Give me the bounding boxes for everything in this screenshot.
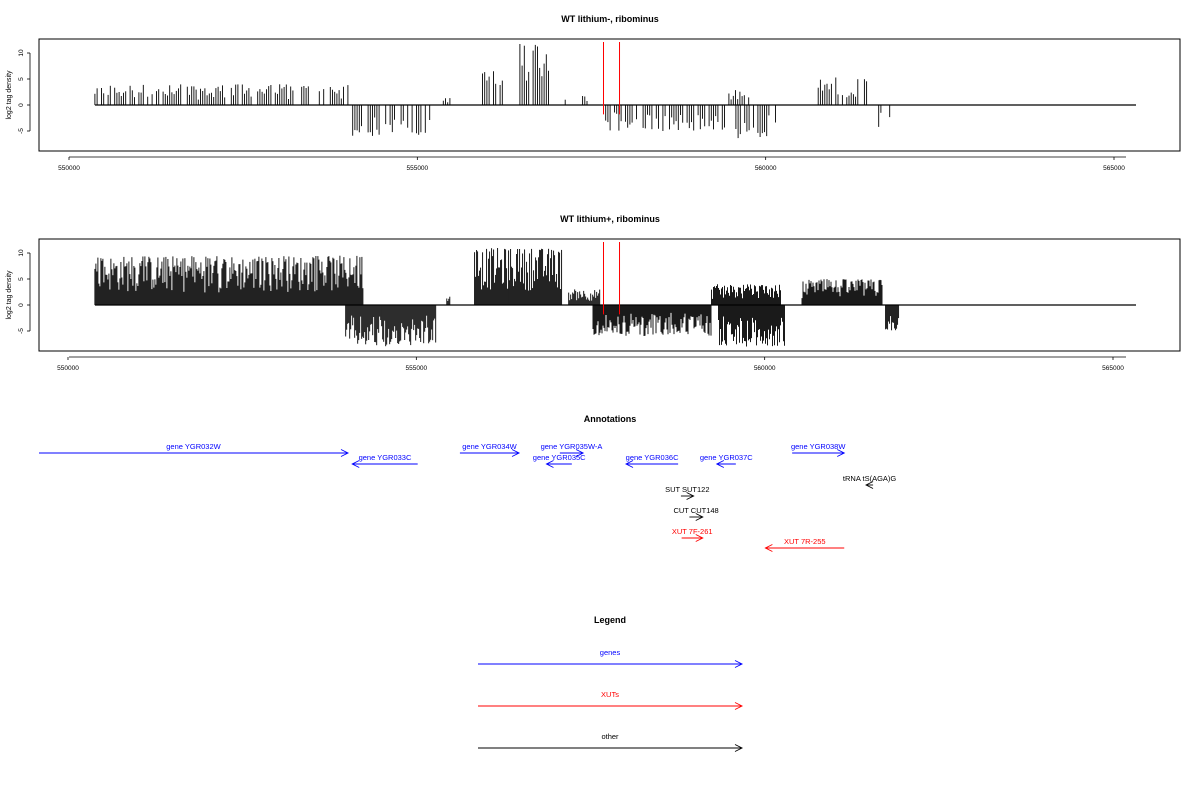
feature-arrow-head	[686, 492, 695, 500]
legend-label: XUTs	[601, 690, 619, 699]
y-tick-label: 10	[18, 249, 25, 257]
annotation-feature: gene YGR033C	[351, 453, 418, 468]
feature-label: gene YGR035C	[533, 453, 586, 462]
x-tick-label: 555000	[406, 165, 428, 172]
annotation-feature: XUT 7R-255	[764, 537, 845, 552]
panel-1-plot-frame	[38, 38, 1181, 152]
x-tick-label: 555000	[405, 365, 427, 372]
y-tick-label: 5	[18, 277, 25, 281]
legend-arrow-head	[734, 702, 744, 710]
feature-arrow-head	[511, 449, 521, 457]
feature-label: SUT SUT122	[665, 485, 709, 494]
panel-2-title: WT lithium+, ribominus	[560, 214, 660, 224]
feature-label: gene YGR038W	[791, 442, 846, 451]
x-tick-label: 560000	[754, 365, 776, 372]
annotation-feature: gene YGR037C	[700, 453, 753, 468]
feature-arrow-head	[351, 460, 360, 468]
feature-label: gene YGR035W-A	[541, 442, 603, 451]
annotation-feature: tRNA tS(AGA)G	[843, 474, 897, 489]
feature-label: tRNA tS(AGA)G	[843, 474, 897, 483]
y-tick-label: 5	[18, 77, 25, 81]
annotation-features: gene YGR032W gene YGR033C gene YGR034W gene…	[39, 442, 896, 552]
annotation-feature: gene YGR035C	[533, 453, 586, 468]
panel-1-axes: -5 0 5 10 550000 555000 560000 565000	[18, 49, 1126, 172]
annotation-feature: SUT SUT122	[665, 485, 710, 500]
annotation-feature: gene YGR038W	[791, 442, 846, 457]
legend-label: other	[601, 732, 619, 741]
annotations-title: Annotations	[584, 414, 637, 424]
track-panel-1: WT lithium-, ribominus log2 tag density …	[6, 14, 1181, 172]
legend-item: genes	[478, 648, 744, 668]
panel-1-title: WT lithium-, ribominus	[561, 14, 659, 24]
annotation-feature: gene YGR032W	[39, 442, 350, 457]
feature-arrow-head	[545, 460, 554, 468]
feature-label: gene YGR032W	[166, 442, 221, 451]
feature-label: gene YGR036C	[626, 453, 679, 462]
feature-label: XUT 7R-255	[784, 537, 826, 546]
legend-arrow-head	[734, 660, 744, 668]
feature-arrow-head	[695, 534, 704, 542]
feature-arrow-head	[837, 449, 846, 457]
x-tick-label: 560000	[755, 165, 777, 172]
feature-arrow-head	[695, 513, 704, 521]
feature-label: gene YGR033C	[359, 453, 412, 462]
feature-arrow-head	[764, 544, 773, 552]
annotation-feature: gene YGR036C	[625, 453, 679, 468]
y-tick-label: 10	[18, 49, 25, 57]
legend-item: other	[478, 732, 744, 752]
y-tick-label: -5	[18, 128, 25, 134]
legend-arrow-head	[734, 744, 744, 752]
x-tick-label: 550000	[57, 365, 79, 372]
annotation-feature: gene YGR035W-A	[541, 442, 603, 457]
annotation-feature: XUT 7F-261	[672, 527, 713, 542]
legend-title: Legend	[594, 615, 626, 625]
panel-1-ylabel: log2 tag density	[6, 70, 13, 120]
annotation-feature: CUT CUT148	[673, 506, 719, 521]
y-tick-label: -5	[18, 328, 25, 334]
feature-label: gene YGR034W	[462, 442, 517, 451]
x-tick-label: 565000	[1102, 365, 1124, 372]
x-tick-label: 565000	[1103, 165, 1125, 172]
feature-label: gene YGR037C	[700, 453, 753, 462]
panel-2-axes: -5 0 5 10 550000 555000 560000 565000	[18, 249, 1126, 372]
feature-arrow-head	[625, 460, 634, 468]
legend-label: genes	[600, 648, 621, 657]
panel-2-ylabel: log2 tag density	[6, 270, 13, 320]
legend-item: XUTs	[478, 690, 744, 710]
x-tick-label: 550000	[58, 165, 80, 172]
feature-label: XUT 7F-261	[672, 527, 713, 536]
feature-arrow-head	[340, 449, 350, 457]
legend-panel: Legend genes XUTs other	[478, 615, 744, 752]
feature-arrow-head	[575, 449, 585, 457]
annotation-feature: gene YGR034W	[459, 442, 521, 457]
feature-label: CUT CUT148	[673, 506, 718, 515]
panel-2-plot-frame	[38, 238, 1181, 352]
panel-2-bars	[94, 242, 1136, 347]
y-tick-label: 0	[18, 103, 25, 107]
panel-1-bars	[94, 42, 1136, 139]
feature-arrow-head	[865, 481, 874, 489]
feature-arrow-head	[715, 460, 725, 468]
y-tick-label: 0	[18, 303, 25, 307]
track-panel-2: WT lithium+, ribominus log2 tag density …	[6, 214, 1181, 372]
legend-items: genes XUTs other	[478, 648, 744, 752]
